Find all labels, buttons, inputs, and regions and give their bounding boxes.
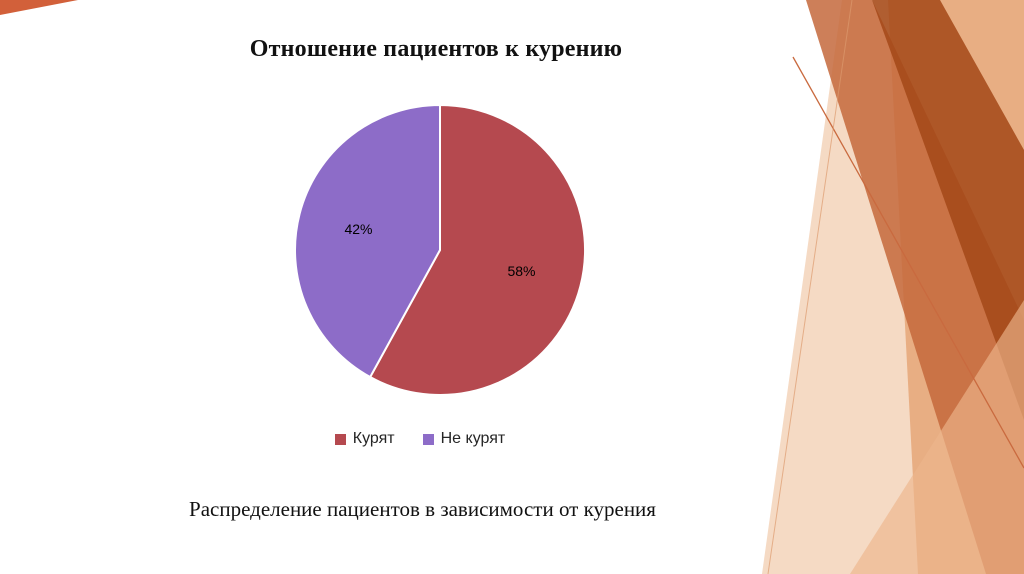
decorative-shape bbox=[872, 0, 1024, 420]
pie-chart: 58% 42% bbox=[294, 104, 587, 396]
decorative-corner-triangle bbox=[0, 0, 78, 15]
decorative-shape bbox=[888, 0, 1024, 574]
chart-legend: Курят Не курят bbox=[0, 430, 840, 448]
pie-slice-1 bbox=[294, 104, 441, 379]
decorative-line bbox=[767, 0, 853, 574]
decorative-shape bbox=[850, 300, 1024, 574]
pie-slice-0 bbox=[369, 104, 587, 396]
legend-swatch bbox=[334, 433, 346, 445]
decorative-line bbox=[792, 56, 1024, 469]
legend-label: Не курят bbox=[440, 430, 506, 447]
legend-label: Курят bbox=[352, 430, 395, 447]
pie-slice-value-label: 42% bbox=[344, 221, 372, 237]
legend-swatch bbox=[422, 433, 434, 445]
decorative-shape bbox=[762, 0, 1024, 574]
pie-slice-value-label: 58% bbox=[507, 263, 535, 279]
slide-caption: Распределение пациентов в зависимости от… bbox=[189, 497, 656, 521]
decorative-shape bbox=[806, 0, 1024, 574]
legend-item: Не курят bbox=[422, 430, 506, 448]
legend-item: Курят bbox=[334, 430, 395, 448]
pie-chart-area: 58% 42% bbox=[292, 102, 588, 398]
chart-title: Отношение пациентов к курению bbox=[249, 36, 623, 62]
